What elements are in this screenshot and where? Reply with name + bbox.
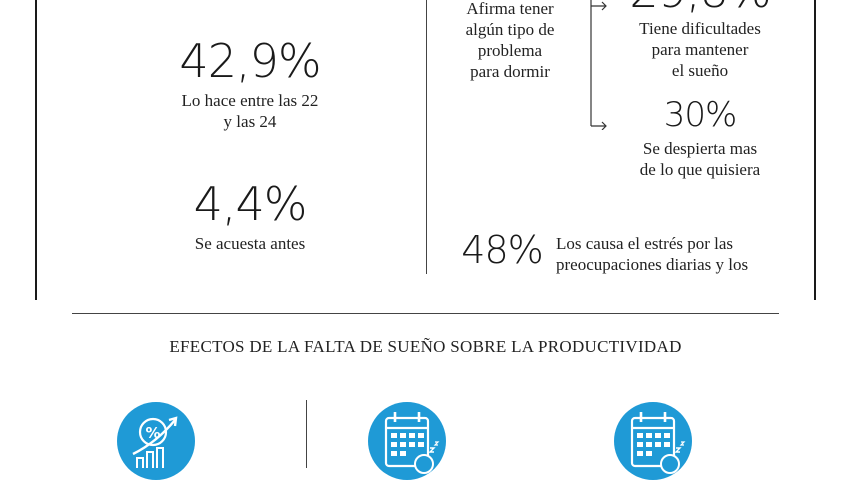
calendar-sleep-icon (614, 402, 692, 480)
connector-arrows (590, 0, 607, 130)
svg-text:%: % (145, 424, 160, 442)
frame-border-right (814, 0, 816, 300)
stat-caption-29: Tiene dificultades para mantener el sueñ… (639, 19, 761, 80)
column-divider (426, 0, 427, 274)
calendar-sleep-icon (368, 402, 446, 480)
stat-caption-4: Se acuesta antes (194, 234, 306, 253)
sleep-problem-intro: Afirma tener algún tipo de problema para… (465, 0, 555, 81)
section-title: EFECTOS DE LA FALTA DE SUEÑO SOBRE LA PR… (169, 337, 682, 356)
frame-border-left (35, 0, 37, 300)
stat-percentage-4: 4,4% (193, 177, 308, 231)
stat-percentage-29: 29,8% (600, 0, 800, 14)
stat-percentage-42: 42,9% (179, 34, 321, 88)
stat-caption-48: Los causa el estrés por las preocupacion… (556, 234, 749, 274)
stat-caption-42: Lo hace entre las 22 y las 24 (181, 91, 319, 131)
percent-growth-chart-icon: % (117, 402, 195, 480)
section-divider (72, 313, 779, 314)
stat-percentage-30: 30% (663, 95, 738, 135)
stat-caption-30: Se despierta mas de lo que quisiera (639, 139, 761, 179)
stat-percentage-48: 48% (461, 228, 543, 272)
icon-column-divider (306, 400, 307, 468)
